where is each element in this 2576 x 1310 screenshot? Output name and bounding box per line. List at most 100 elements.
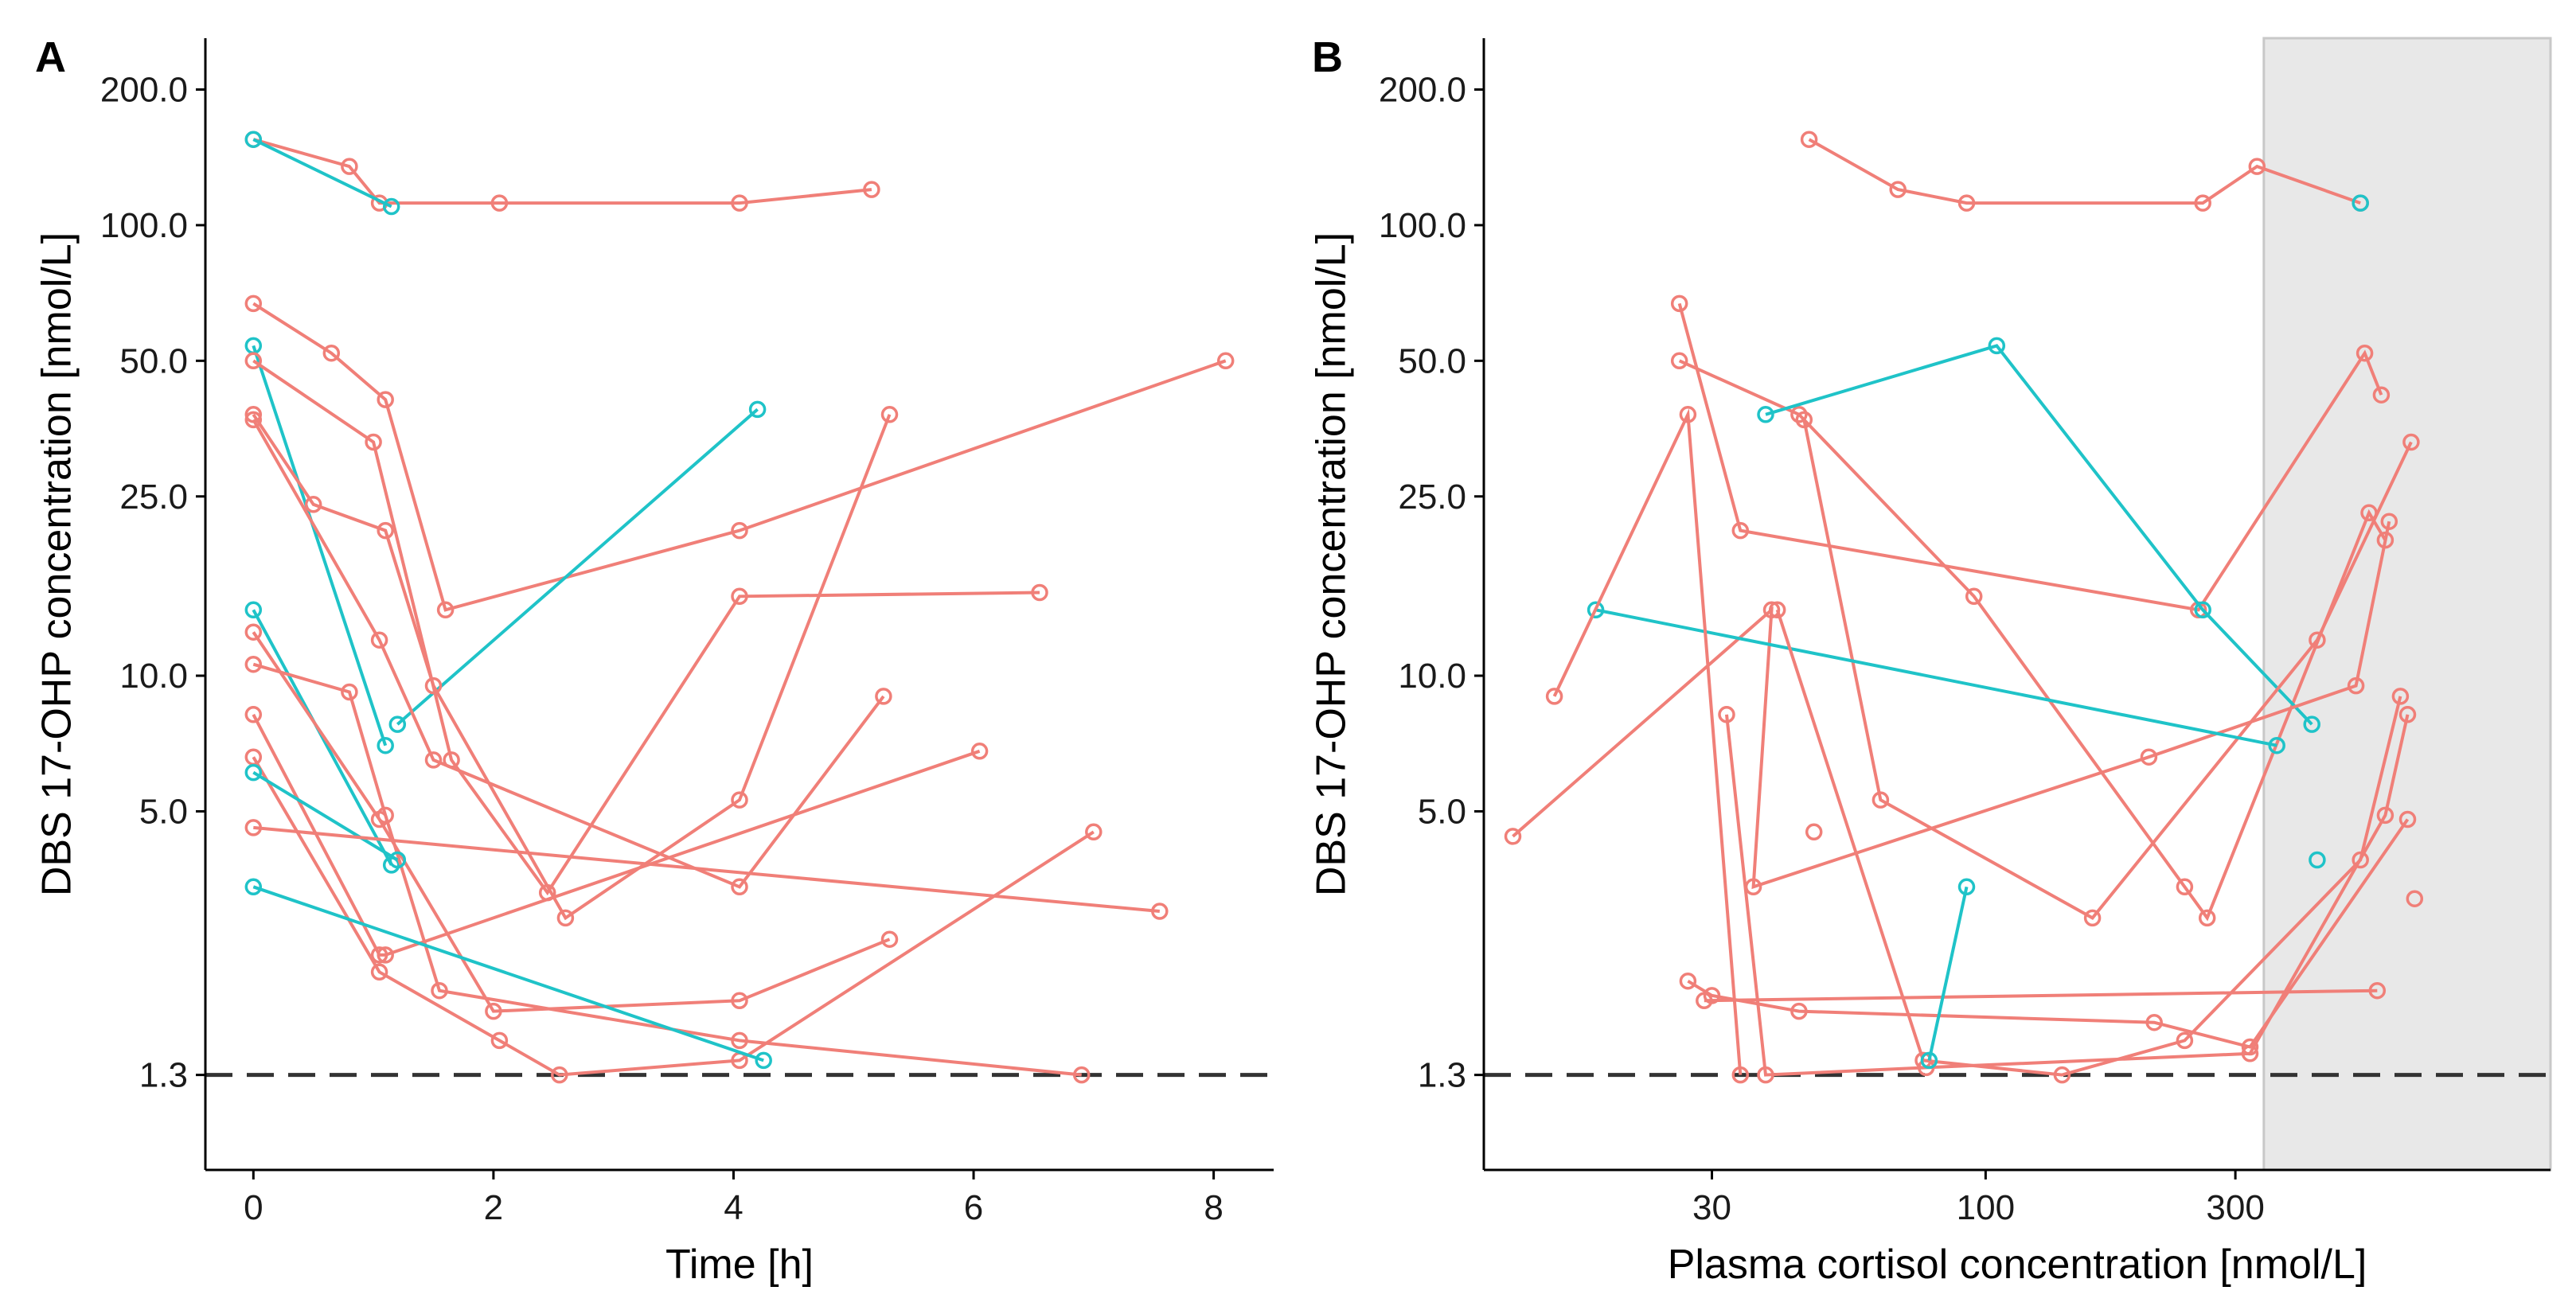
y-tick-label: 100.0 [100, 206, 188, 245]
data-point-group-a [322, 344, 341, 362]
data-point-group-a [1768, 601, 1786, 619]
data-point-group-a [2140, 748, 2158, 766]
x-tick-label: 6 [964, 1188, 983, 1227]
y-tick-label: 200.0 [1379, 71, 1466, 110]
data-point-group-a [2176, 1031, 2194, 1050]
data-point-group-a [2248, 158, 2266, 175]
x-tick-label: 30 [1692, 1188, 1731, 1227]
data-point-group-a [1504, 828, 1522, 845]
data-point-group-a [1031, 583, 1048, 602]
data-point-group-a [370, 963, 388, 981]
x-tick-label: 4 [724, 1188, 743, 1227]
series-line-group-a [252, 631, 891, 1013]
data-point-group-a [2391, 688, 2410, 705]
data-point-group-a [2145, 1013, 2163, 1031]
data-point-group-a [377, 521, 394, 540]
y-tick-label: 50.0 [119, 341, 188, 380]
y-tick-label: 200.0 [100, 71, 188, 110]
series-line-group-b [252, 770, 399, 862]
series-line-group-a [1725, 714, 2410, 1077]
series-line-group-a [252, 419, 885, 889]
data-point-group-a [244, 294, 263, 313]
data-point-group-a [863, 181, 880, 198]
series-line-group-a [252, 138, 872, 205]
data-point-group-a [2352, 851, 2369, 869]
x-tick-label: 0 [244, 1188, 263, 1227]
data-point-group-a [2406, 890, 2424, 907]
series-line-group-a [253, 825, 1160, 913]
panel-b-label: B [1312, 33, 1343, 81]
data-point-group-b [748, 400, 767, 419]
data-point-group-a [880, 406, 899, 423]
data-point-group-a [377, 946, 394, 964]
series-line-group-a [1552, 408, 1743, 1075]
data-point-group-a [485, 1002, 502, 1020]
panel-b-y-axis-title: DBS 17-OHP concentration [nmol/L] [1309, 232, 1355, 896]
data-point-group-b [388, 851, 407, 869]
data-point-group-a [370, 946, 388, 964]
y-tick-label: 10.0 [119, 657, 188, 696]
data-point-group-a [1731, 1066, 1750, 1084]
data-point-group-a [2194, 194, 2211, 212]
data-point-group-a [2380, 513, 2398, 530]
data-point-group-b [2352, 194, 2369, 212]
data-point-group-a [556, 909, 575, 927]
data-point-group-a [1670, 294, 1688, 313]
data-point-group-a [1151, 903, 1169, 920]
data-point-group-a [436, 601, 455, 619]
series-line-group-a [1802, 419, 2413, 920]
data-point-group-a [1696, 992, 1713, 1010]
series-line-group-a [252, 359, 1040, 896]
data-point-group-a [880, 930, 899, 948]
data-point-group-a [341, 158, 358, 175]
y-tick-label: 1.3 [139, 1056, 188, 1095]
data-point-group-b [382, 197, 400, 216]
data-point-group-a [370, 631, 388, 649]
series-line-group-a [252, 756, 1095, 1077]
data-point-group-a [2241, 1038, 2259, 1056]
data-point-group-a [1679, 972, 1697, 990]
series-line-group-a [1512, 520, 2391, 890]
data-point-group-a [1805, 823, 1823, 841]
data-point-group-a [551, 1066, 568, 1084]
series-line-group-a [1808, 138, 2361, 205]
data-point-group-a [2198, 909, 2216, 927]
data-point-group-a [970, 743, 989, 760]
data-point-group-a [424, 751, 443, 769]
data-point-group-b [244, 601, 263, 619]
series-line-group-a [252, 662, 1082, 1077]
series-line-group-a [1704, 988, 2378, 1003]
panel-a-x-axis-title: Time [h] [665, 1242, 814, 1288]
data-point-group-a [244, 706, 263, 723]
panel-a-time-chart: A 1.3 5.0 10.0 25.0 50.0 100.0 200.0 0 2 4 6 8 Time… [34, 33, 1274, 1288]
y-tick-label: 5.0 [1418, 792, 1466, 831]
data-point-group-a [304, 496, 322, 513]
data-point-group-a [1545, 688, 1563, 705]
data-point-group-b [755, 1051, 772, 1070]
data-point-group-a [1072, 1066, 1091, 1084]
data-point-group-a [2398, 810, 2417, 828]
data-point-group-a [244, 411, 263, 429]
data-point-group-a [1965, 587, 1983, 606]
data-point-group-b [2309, 851, 2326, 869]
panel-b-x-axis-title: Plasma cortisol concentration [nmol/L] [1668, 1242, 2367, 1288]
data-point-group-b [1957, 878, 1976, 896]
data-point-group-a [1872, 791, 1890, 809]
data-point-group-b [244, 131, 263, 148]
data-point-group-a [2355, 344, 2374, 362]
data-point-group-a [2376, 806, 2395, 825]
data-point-group-a [2176, 878, 2194, 896]
panel-b-cortisol-chart: B 1.3 5.0 10.0 25.0 50.0 100.0 200.0 30 100 300 P… [1309, 33, 2552, 1288]
x-tick-label: 8 [1204, 1188, 1223, 1227]
data-point-group-a [875, 688, 892, 705]
data-point-group-b [377, 736, 394, 754]
data-point-group-b [2303, 715, 2320, 733]
data-point-group-a [365, 433, 382, 451]
series-line-group-a [252, 302, 1227, 612]
data-point-group-a [1216, 352, 1235, 370]
data-point-group-a [2083, 909, 2102, 927]
data-point-group-a [731, 992, 748, 1010]
data-point-group-a [490, 194, 509, 212]
data-point-group-a [731, 791, 748, 809]
y-tick-label: 50.0 [1398, 341, 1466, 380]
